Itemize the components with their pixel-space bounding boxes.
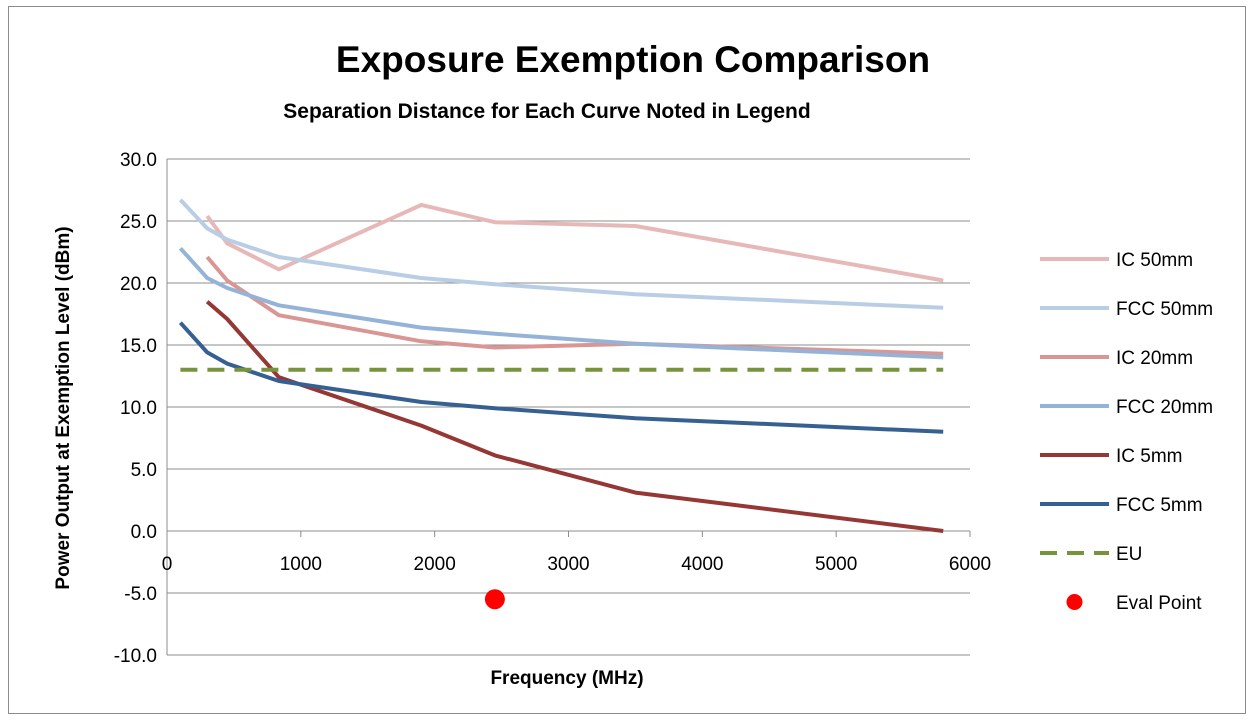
series-line-ic-5mm [205, 300, 944, 533]
y-tick-label: 25.0 [120, 212, 157, 233]
x-axis-title: Frequency (MHz) [490, 668, 643, 689]
y-tick-label: -10.0 [114, 646, 157, 667]
y-axis-title: Power Output at Exemption Level (dBm) [53, 226, 74, 589]
y-tick-label: -5.0 [124, 584, 157, 605]
y-tick-label: 15.0 [120, 336, 157, 357]
y-tick-label: 5.0 [131, 460, 157, 481]
x-tick-label: 2000 [414, 554, 456, 575]
y-tick-label: 20.0 [120, 274, 157, 295]
x-tick-label: 6000 [949, 554, 991, 575]
legend-label: IC 5mm [1116, 446, 1183, 467]
series-line-fcc-5mm [178, 321, 944, 434]
gridlines [167, 158, 970, 656]
plot-area [178, 198, 944, 610]
legend-label: EU [1116, 544, 1142, 565]
legend-label: IC 50mm [1116, 250, 1193, 271]
series-line-ic-50mm [205, 202, 944, 283]
x-tick-label: 3000 [547, 554, 589, 575]
x-tick-label: 0 [162, 554, 173, 575]
x-tick-label: 4000 [681, 554, 723, 575]
legend-label: FCC 5mm [1116, 495, 1203, 516]
legend-label: IC 20mm [1116, 348, 1193, 369]
x-tick-label: 5000 [815, 554, 857, 575]
series-line-fcc-20mm [178, 246, 944, 360]
legend-marker [1066, 594, 1083, 610]
y-tick-label: 0.0 [131, 522, 157, 543]
legend-label: Eval Point [1116, 593, 1202, 614]
x-tick-label: 1000 [280, 554, 322, 575]
series-line-fcc-50mm [178, 198, 944, 310]
axes: 30.0 25.0 20.0 15.0 10.0 5.0 0.0 -5.0 -10.0 0 1000… [114, 150, 991, 667]
chart-subtitle: Separation Distance for Each Curve Noted… [283, 100, 810, 123]
legend-label: FCC 20mm [1116, 397, 1213, 418]
eval-point-marker [484, 589, 505, 610]
chart-title: Exposure Exemption Comparison [336, 39, 930, 80]
chart-frame [8, 6, 1246, 714]
y-tick-label: 10.0 [120, 398, 157, 419]
legend: IC 50mm FCC 50mm IC 20mm FCC 20mm IC 5mm FCC … [1040, 250, 1213, 614]
legend-label: FCC 50mm [1116, 299, 1213, 320]
y-tick-label: 30.0 [120, 150, 157, 171]
